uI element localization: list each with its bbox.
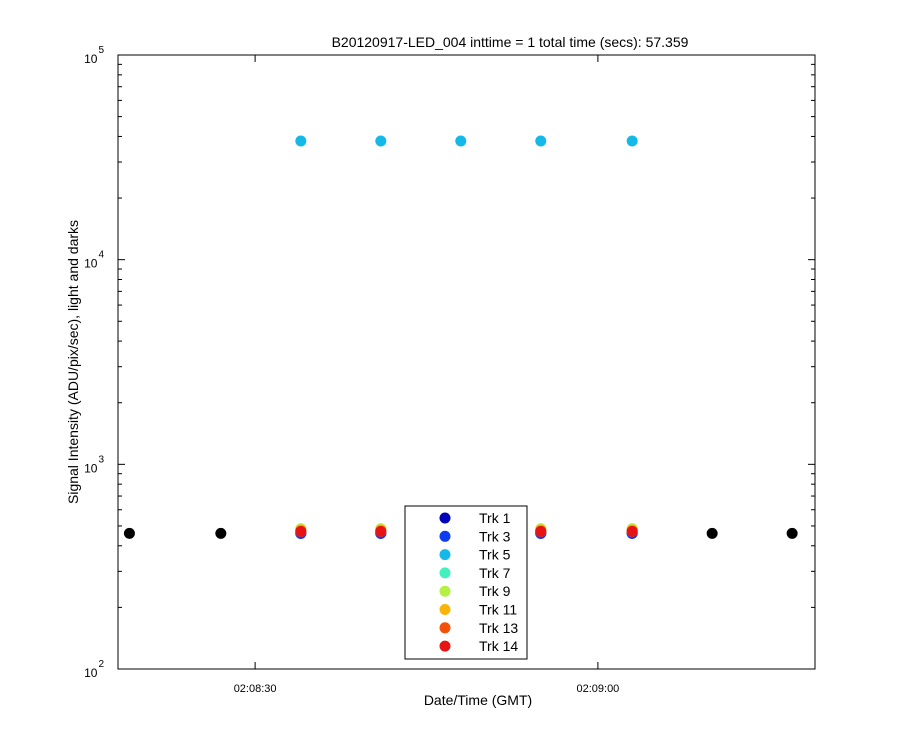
x-axis-ticks: 02:08:30 02:09:00 (234, 55, 619, 695)
data-point (535, 135, 547, 147)
legend-marker (439, 567, 451, 579)
legend-marker (439, 549, 451, 561)
legend-label: Trk 11 (479, 602, 517, 618)
legend: Trk 1 Trk 3 Trk 5 Trk 7 Trk 9 Trk 11 Trk 13 Trk… (404, 505, 528, 660)
data-point (295, 525, 307, 537)
data-point (535, 525, 547, 537)
legend-label: Trk 5 (479, 547, 511, 563)
y-tick-base: 10 (84, 461, 98, 475)
legend-label: Trk 13 (479, 620, 518, 636)
legend-marker (439, 640, 451, 652)
y-tick-exponent: 3 (98, 454, 104, 465)
legend-marker (439, 585, 451, 597)
y-axis-label: Signal Intensity (ADU/pix/sec), light an… (65, 220, 81, 504)
y-tick-label: 103 (84, 454, 104, 475)
y-tick-label: 105 (84, 45, 104, 66)
data-point (295, 135, 307, 147)
legend-label: Trk 9 (479, 583, 511, 599)
y-tick-label: 104 (84, 250, 104, 271)
y-tick-exponent: 2 (98, 659, 104, 670)
y-tick-base: 10 (84, 52, 98, 66)
dark-data-point (786, 527, 798, 539)
legend-marker (439, 530, 451, 542)
dark-data-point (706, 527, 718, 539)
dark-data-point (215, 527, 227, 539)
legend-box (404, 505, 528, 660)
data-point (375, 525, 387, 537)
legend-label: Trk 1 (479, 510, 511, 526)
legend-marker (439, 512, 451, 524)
legend-label: Trk 7 (479, 565, 511, 581)
chart-title: B20120917-LED_004 inttime = 1 total time… (332, 34, 689, 50)
y-tick-label: 102 (84, 659, 104, 680)
data-point (626, 525, 638, 537)
y-tick-base: 10 (84, 666, 98, 680)
legend-marker (439, 622, 451, 634)
legend-label: Trk 14 (479, 638, 518, 654)
y-tick-exponent: 4 (98, 250, 104, 261)
y-tick-base: 10 (84, 257, 98, 271)
data-point (375, 135, 387, 147)
plot-frame (117, 54, 816, 670)
dark-data-point (123, 527, 135, 539)
data-point (455, 135, 467, 147)
data-point (626, 135, 638, 147)
legend-label: Trk 3 (479, 528, 511, 544)
x-axis-label: Date/Time (GMT) (424, 692, 532, 708)
y-tick-exponent: 5 (98, 45, 104, 56)
data-points (123, 135, 798, 539)
x-tick-label: 02:08:30 (234, 683, 277, 695)
legend-marker (439, 604, 451, 615)
x-tick-label: 02:09:00 (576, 683, 619, 695)
